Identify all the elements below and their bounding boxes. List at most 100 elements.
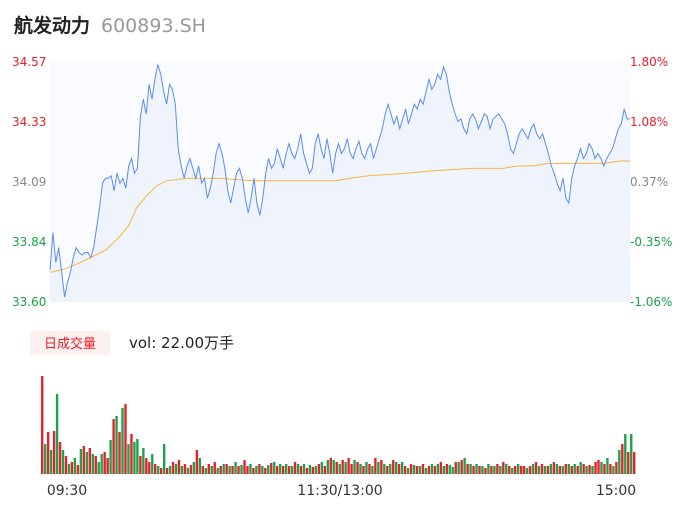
y-right-tick: -1.06% <box>630 295 672 309</box>
volume-bar <box>276 466 279 474</box>
volume-bar <box>323 466 327 474</box>
volume-bar <box>76 465 80 474</box>
volume-bar <box>177 460 181 474</box>
volume-bar <box>517 464 520 474</box>
volume-bar <box>344 462 347 474</box>
volume-bar <box>145 458 148 474</box>
volume-bar <box>543 466 547 474</box>
volume-bar <box>484 468 487 474</box>
volume-bar <box>409 464 413 474</box>
volume-bar <box>600 462 603 474</box>
volume-bar <box>49 450 53 474</box>
avg-price-line <box>49 160 630 273</box>
volume-bar <box>189 465 193 474</box>
volume-bar <box>124 404 127 474</box>
volume-bar <box>216 468 219 474</box>
volume-bar <box>201 466 205 474</box>
volume-bar <box>618 450 621 474</box>
volume-bar <box>522 466 526 474</box>
volume-bar <box>418 466 422 474</box>
volume-bar <box>383 464 386 474</box>
volume-bar <box>442 466 446 474</box>
volume-bar <box>439 462 443 474</box>
volume-bar <box>133 442 136 474</box>
volume-bar <box>561 466 565 474</box>
volume-bar <box>430 464 434 474</box>
volume-bar <box>148 462 151 474</box>
volume-bar <box>320 462 324 474</box>
volume-bar <box>311 467 315 474</box>
volume-bar <box>234 462 237 474</box>
volume-bar <box>537 466 541 474</box>
volume-bar <box>546 466 550 474</box>
volume-bar <box>118 432 121 474</box>
volume-bar <box>374 458 377 474</box>
volume-bar <box>519 466 523 474</box>
volume-bar <box>91 454 94 474</box>
volume-bar <box>279 464 282 474</box>
volume-bar <box>445 464 448 474</box>
volume-bar <box>302 464 306 474</box>
volume-bar <box>222 464 225 474</box>
volume-bar <box>585 466 588 474</box>
y-left-tick: 34.33 <box>12 115 46 129</box>
volume-badge <box>30 331 110 355</box>
volume-bar <box>576 466 579 474</box>
volume-bar <box>606 458 609 474</box>
volume-bar <box>296 464 300 474</box>
volume-bar <box>85 452 89 474</box>
volume-bar <box>505 464 508 474</box>
volume-bar <box>612 466 615 474</box>
volume-bar <box>284 464 288 474</box>
volume-bar <box>609 464 612 474</box>
volume-bar <box>171 462 175 474</box>
volume-bar <box>615 462 618 474</box>
volume-bar <box>180 466 184 474</box>
volume-bar <box>79 449 83 474</box>
x-tick: 11:30/13:00 <box>297 483 382 499</box>
volume-bar <box>112 419 115 474</box>
volume-bar <box>567 464 570 474</box>
volume-bar <box>350 464 353 474</box>
volume-bar <box>195 450 199 474</box>
volume-bar <box>415 466 419 474</box>
volume-bar <box>579 462 582 474</box>
volume-bar <box>531 464 535 474</box>
volume-bar <box>582 464 585 474</box>
volume-bar <box>475 464 478 474</box>
volume-bar <box>121 408 124 474</box>
volume-bar <box>281 466 285 474</box>
volume-bar <box>386 466 389 474</box>
x-tick: 09:30 <box>47 483 87 499</box>
stock-name: 航发动力 <box>14 14 90 37</box>
volume-bar <box>261 466 264 474</box>
volume-bar <box>573 464 576 474</box>
price-line <box>49 64 630 298</box>
y-right-tick: 1.80% <box>630 55 668 69</box>
volume-bar <box>564 464 567 474</box>
volume-bar <box>52 431 56 474</box>
volume-bar <box>624 434 627 474</box>
volume-bar <box>61 450 65 474</box>
volume-bar <box>395 462 398 474</box>
volume-bar <box>243 460 246 474</box>
volume-bar <box>424 468 428 474</box>
volume-bar <box>70 462 74 474</box>
volume-bar <box>160 468 163 474</box>
volume-bar <box>204 468 208 474</box>
volume-bar <box>338 464 341 474</box>
volume-bar <box>496 464 499 474</box>
volume-bar <box>293 462 297 474</box>
volume-bar <box>630 434 633 474</box>
volume-bar <box>326 460 329 474</box>
volume-bar <box>157 466 160 474</box>
volume-bar <box>43 444 47 474</box>
y-left-tick: 33.60 <box>12 295 46 309</box>
volume-bar <box>389 464 392 474</box>
volume-bar <box>481 466 484 474</box>
volume-bar <box>335 462 338 474</box>
volume-bar <box>130 434 133 474</box>
volume-bar <box>362 466 365 474</box>
volume-bar <box>305 468 309 474</box>
volume-bar <box>58 442 62 474</box>
